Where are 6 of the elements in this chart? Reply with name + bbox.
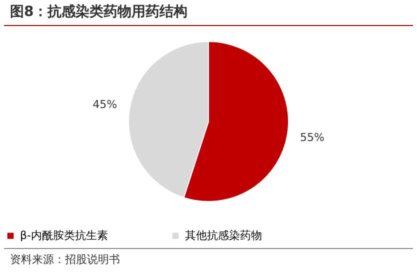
- text: 资料来源：招股说明书: [4, 248, 413, 270]
- data-label: 45%: [92, 98, 118, 112]
- legend-label: 其他抗感染药物: [185, 228, 262, 242]
- chart-title: 图8：抗感染类药物用药结构: [4, 0, 413, 26]
- data-label: 55%: [300, 130, 324, 144]
- legend-label: β-内酰胺类抗生素: [20, 228, 108, 242]
